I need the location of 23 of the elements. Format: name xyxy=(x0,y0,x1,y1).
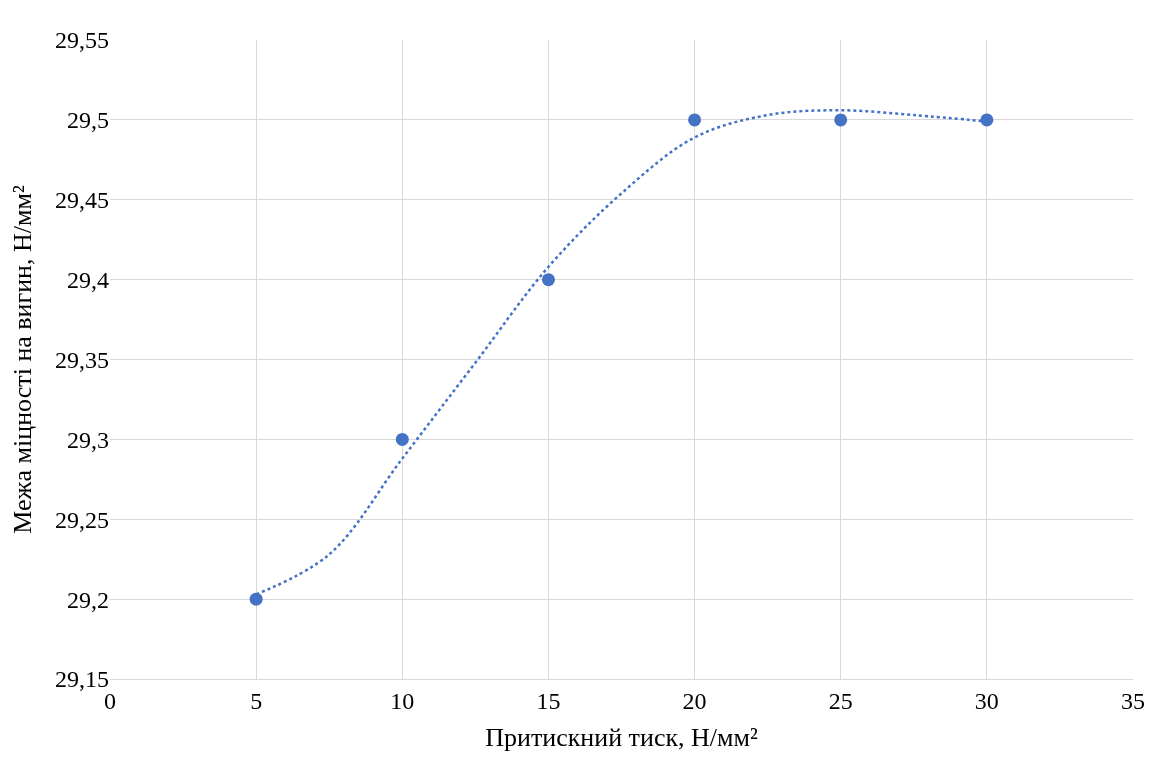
point xyxy=(249,592,263,606)
y-axis-title: Межа міцності на вигин, Н/мм² xyxy=(8,185,38,534)
x-tick-label: 5 xyxy=(250,687,263,714)
y-tick-label: 29,45 xyxy=(55,187,109,214)
y-tick-label: 29,4 xyxy=(67,267,109,294)
x-axis-title: Притискний тиск, Н/мм² xyxy=(485,723,758,753)
y-tick-label: 29,25 xyxy=(55,506,109,533)
point xyxy=(688,113,702,127)
x-tick-label: 35 xyxy=(1121,687,1145,714)
point xyxy=(395,432,409,446)
x-tick-label: 20 xyxy=(682,687,707,714)
x-tick-label: 10 xyxy=(390,687,415,714)
point xyxy=(980,113,994,127)
y-tick-label: 29,5 xyxy=(67,107,109,134)
x-tick-label: 15 xyxy=(536,687,561,714)
x-tick-label: 25 xyxy=(828,687,853,714)
y-tick-label: 29,35 xyxy=(55,346,109,373)
y-tick-label: 29,55 xyxy=(55,27,109,54)
point xyxy=(834,113,848,127)
y-tick-label: 29,3 xyxy=(67,426,109,453)
point xyxy=(541,273,555,287)
y-tick-label: 29,2 xyxy=(67,586,109,613)
x-tick-label: 30 xyxy=(974,687,999,714)
